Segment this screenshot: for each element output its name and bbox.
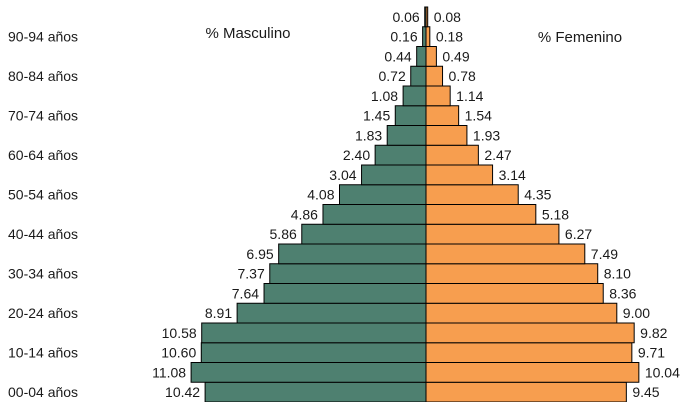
value-label-male-11: 3.04 <box>329 167 356 183</box>
value-label-male-16: 0.72 <box>378 68 405 84</box>
bar-female-9 <box>425 204 537 225</box>
age-tick-label-18: 90-94 años <box>8 29 78 45</box>
value-label-male-15: 1.08 <box>371 88 398 104</box>
bar-male-9 <box>322 204 427 225</box>
bar-female-13 <box>425 125 468 146</box>
value-label-female-3: 9.82 <box>640 325 667 341</box>
bar-male-15 <box>402 85 427 107</box>
value-label-male-6: 7.37 <box>238 266 265 282</box>
age-tick-label-8: 40-44 años <box>8 226 78 242</box>
bar-female-0 <box>425 381 627 402</box>
value-label-male-5: 7.64 <box>232 285 259 301</box>
bar-female-4 <box>425 302 618 324</box>
bar-male-7 <box>278 243 427 265</box>
bar-female-7 <box>425 243 586 265</box>
value-label-female-5: 8.36 <box>609 285 636 301</box>
bar-male-6 <box>269 263 427 284</box>
value-label-male-9: 4.86 <box>291 206 318 222</box>
value-label-female-6: 8.10 <box>604 266 631 282</box>
value-label-male-12: 2.40 <box>343 147 370 163</box>
bar-male-1 <box>190 362 427 383</box>
value-label-female-15: 1.14 <box>456 88 483 104</box>
value-label-female-19: 0.08 <box>434 9 461 25</box>
age-tick-label-4: 20-24 años <box>8 305 78 321</box>
bar-female-12 <box>425 144 479 166</box>
bar-male-0 <box>204 381 427 402</box>
value-label-male-8: 5.86 <box>270 226 297 242</box>
value-label-female-17: 0.49 <box>442 48 469 64</box>
value-label-male-17: 0.44 <box>384 48 411 64</box>
value-label-male-7: 6.95 <box>246 246 273 262</box>
bar-male-16 <box>410 65 427 87</box>
bar-female-16 <box>425 65 444 87</box>
age-tick-label-0: 00-04 años <box>8 384 78 400</box>
bar-female-3 <box>425 322 635 344</box>
age-tick-label-6: 30-34 años <box>8 266 78 282</box>
age-tick-label-16: 80-84 años <box>8 68 78 84</box>
value-label-male-13: 1.83 <box>355 127 382 143</box>
age-tick-label-14: 70-74 años <box>8 108 78 124</box>
bar-female-18 <box>425 26 431 47</box>
value-label-male-3: 10.58 <box>162 325 197 341</box>
value-labels-layer: 10.42 9.45 11.08 10.04 10.60 9.71 10.58 9.82 8.9… <box>152 9 680 400</box>
bar-male-5 <box>263 283 427 304</box>
bars-layer <box>190 6 640 402</box>
value-label-female-1: 10.04 <box>645 364 680 380</box>
value-label-female-10: 4.35 <box>524 187 551 203</box>
bar-female-19 <box>425 6 429 28</box>
bar-male-3 <box>201 322 427 344</box>
age-tick-labels-layer: 00-04 años 10-14 años 20-24 años 30-34 años… <box>8 29 78 401</box>
value-label-male-2: 10.60 <box>161 345 196 361</box>
value-label-male-19: 0.06 <box>392 9 419 25</box>
bar-female-6 <box>425 263 599 284</box>
bar-female-10 <box>425 184 519 205</box>
bar-female-15 <box>425 85 451 107</box>
value-label-female-2: 9.71 <box>638 345 665 361</box>
value-label-male-1: 11.08 <box>152 364 186 380</box>
value-label-female-8: 6.27 <box>565 226 592 242</box>
bar-female-5 <box>425 283 604 304</box>
bar-female-17 <box>425 46 437 67</box>
bar-female-8 <box>425 223 560 245</box>
value-label-female-14: 1.54 <box>465 108 492 124</box>
bar-male-8 <box>301 223 427 245</box>
value-label-male-18: 0.16 <box>390 29 417 45</box>
bar-male-17 <box>416 46 427 67</box>
legend-female: % Femenino <box>538 29 622 46</box>
bar-male-4 <box>236 302 427 324</box>
bar-female-2 <box>425 342 633 363</box>
bar-female-11 <box>425 164 494 186</box>
value-label-male-14: 1.45 <box>363 108 390 124</box>
value-label-female-4: 9.00 <box>623 305 650 321</box>
value-label-female-18: 0.18 <box>436 29 463 45</box>
bar-male-11 <box>361 164 427 186</box>
age-tick-label-12: 60-64 años <box>8 147 78 163</box>
age-tick-label-2: 10-14 años <box>8 345 78 361</box>
legend-male: % Masculino <box>205 25 290 42</box>
bar-male-10 <box>339 184 427 205</box>
bar-female-1 <box>425 362 640 383</box>
value-label-male-10: 4.08 <box>307 187 334 203</box>
bar-male-14 <box>394 105 427 126</box>
age-tick-label-10: 50-54 años <box>8 187 78 203</box>
value-label-female-16: 0.78 <box>449 68 476 84</box>
value-label-female-0: 9.45 <box>632 384 659 400</box>
value-label-female-13: 1.93 <box>473 127 500 143</box>
value-label-female-9: 5.18 <box>542 206 569 222</box>
value-label-female-12: 2.47 <box>484 147 511 163</box>
value-label-male-0: 10.42 <box>165 384 200 400</box>
bar-female-14 <box>425 105 460 126</box>
value-label-female-11: 3.14 <box>499 167 526 183</box>
bar-male-12 <box>374 144 427 166</box>
bar-male-13 <box>386 125 427 146</box>
bar-male-2 <box>200 342 427 363</box>
value-label-male-4: 8.91 <box>205 305 232 321</box>
bar-male-18 <box>422 26 427 47</box>
value-label-female-7: 7.49 <box>591 246 618 262</box>
